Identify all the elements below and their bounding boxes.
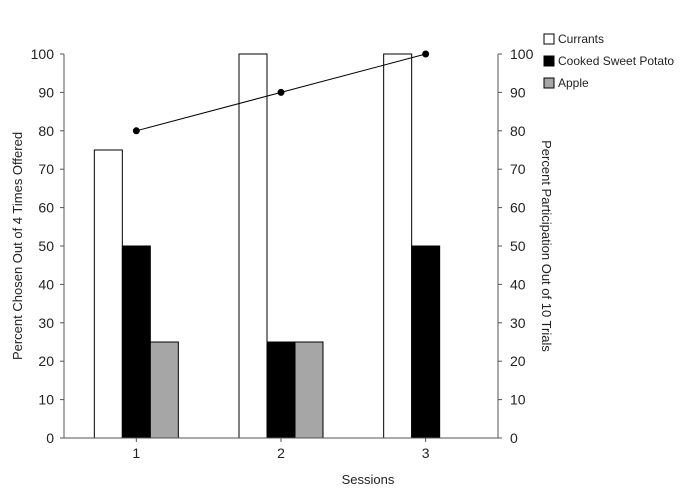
left-y-tick-label-80: 80 xyxy=(38,123,54,139)
participation-point-session-2 xyxy=(277,88,285,96)
bar-currants-session-1 xyxy=(93,149,123,439)
right-y-tick-label-90: 90 xyxy=(510,84,526,100)
legend-label-apple: Apple xyxy=(558,76,589,90)
left-y-tick-label-20: 20 xyxy=(38,353,54,369)
right-y-tick-label-40: 40 xyxy=(510,276,526,292)
right-y-tick-label-20: 20 xyxy=(510,353,526,369)
right-y-tick-label-70: 70 xyxy=(510,161,526,177)
left-y-tick-label-10: 10 xyxy=(38,392,54,408)
legend-label-cooked-sweet-potato: Cooked Sweet Potato xyxy=(558,54,674,68)
legend-swatch-cooked-sweet-potato xyxy=(543,55,555,67)
bar-cooked-sweet-potato-session-3 xyxy=(411,245,441,439)
legend: Currants Cooked Sweet Potato Apple xyxy=(543,32,674,90)
left-y-tick-label-90: 90 xyxy=(38,84,54,100)
right-y-tick-labels: 0 10 20 30 40 50 60 70 80 90 100 xyxy=(498,46,534,446)
x-tick-label-3: 3 xyxy=(422,445,430,461)
x-tick-labels: 1 2 3 xyxy=(132,438,430,461)
right-y-tick-label-0: 0 xyxy=(510,430,518,446)
bar-cooked-sweet-potato-session-1 xyxy=(121,245,151,439)
left-y-tick-label-40: 40 xyxy=(38,276,54,292)
bar-apple-session-2 xyxy=(294,341,324,439)
right-y-axis-label: Percent Participation Out of 10 Trials xyxy=(539,140,554,352)
legend-label-currants: Currants xyxy=(558,32,604,46)
left-y-tick-label-100: 100 xyxy=(31,46,55,62)
left-y-axis-label: Percent Chosen Out of 4 Times Offered xyxy=(10,132,25,360)
right-y-tick-label-60: 60 xyxy=(510,200,526,216)
bar-cooked-sweet-potato-session-2 xyxy=(266,341,296,439)
participation-point-session-1 xyxy=(132,127,140,135)
left-y-tick-label-50: 50 xyxy=(38,238,54,254)
left-y-tick-label-60: 60 xyxy=(38,200,54,216)
x-axis-label: Sessions xyxy=(342,472,395,487)
x-tick-label-2: 2 xyxy=(277,445,285,461)
legend-swatch-currants xyxy=(543,33,555,45)
bar-apple-session-1 xyxy=(149,341,179,439)
left-y-tick-labels: 0 10 20 30 40 50 60 70 80 90 100 xyxy=(31,46,64,446)
right-y-tick-label-100: 100 xyxy=(510,46,534,62)
left-y-tick-label-0: 0 xyxy=(46,430,54,446)
x-tick-label-1: 1 xyxy=(132,445,140,461)
legend-swatch-apple xyxy=(543,77,555,89)
right-y-tick-label-10: 10 xyxy=(510,392,526,408)
right-y-tick-label-30: 30 xyxy=(510,315,526,331)
bar-currants-session-2 xyxy=(238,53,268,439)
bars-layer xyxy=(93,53,441,439)
participation-line-layer xyxy=(132,50,430,135)
right-y-tick-label-80: 80 xyxy=(510,123,526,139)
left-y-tick-label-30: 30 xyxy=(38,315,54,331)
participation-point-session-3 xyxy=(422,50,430,58)
right-y-tick-label-50: 50 xyxy=(510,238,526,254)
bar-currants-session-3 xyxy=(383,53,413,439)
left-y-tick-label-70: 70 xyxy=(38,161,54,177)
